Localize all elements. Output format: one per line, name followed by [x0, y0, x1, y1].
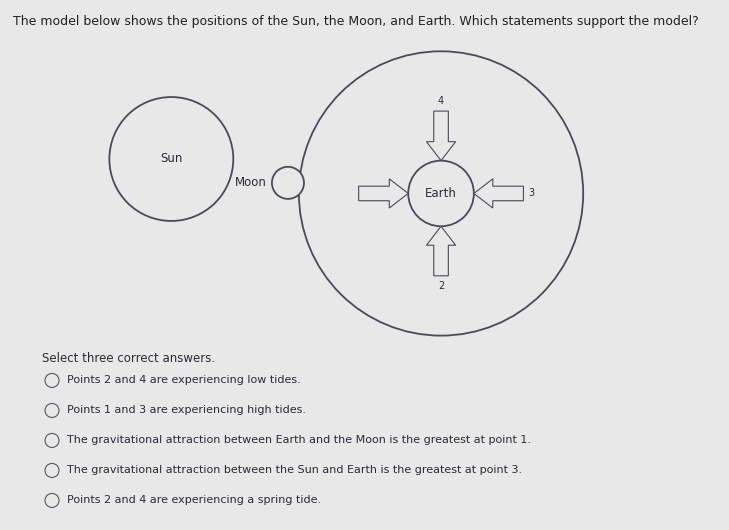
- Text: The gravitational attraction between the Sun and Earth is the greatest at point : The gravitational attraction between the…: [67, 465, 522, 475]
- Circle shape: [109, 97, 233, 221]
- Text: Select three correct answers.: Select three correct answers.: [42, 352, 215, 366]
- Text: Earth: Earth: [425, 187, 457, 200]
- Circle shape: [272, 167, 304, 199]
- Text: 4: 4: [438, 96, 444, 106]
- Text: Points 1 and 3 are experiencing high tides.: Points 1 and 3 are experiencing high tid…: [67, 405, 306, 416]
- FancyArrow shape: [474, 179, 523, 208]
- Text: Points 2 and 4 are experiencing a spring tide.: Points 2 and 4 are experiencing a spring…: [67, 496, 321, 506]
- FancyArrow shape: [426, 111, 456, 161]
- Text: Points 2 and 4 are experiencing low tides.: Points 2 and 4 are experiencing low tide…: [67, 375, 301, 385]
- Circle shape: [408, 161, 474, 226]
- FancyArrow shape: [426, 226, 456, 276]
- Text: The gravitational attraction between Earth and the Moon is the greatest at point: The gravitational attraction between Ear…: [67, 436, 531, 445]
- Text: Sun: Sun: [160, 153, 182, 165]
- Text: The model below shows the positions of the Sun, the Moon, and Earth. Which state: The model below shows the positions of t…: [13, 15, 699, 28]
- Text: 2: 2: [438, 281, 444, 291]
- Text: Moon: Moon: [235, 176, 267, 189]
- FancyArrow shape: [359, 179, 408, 208]
- Text: 3: 3: [529, 189, 534, 198]
